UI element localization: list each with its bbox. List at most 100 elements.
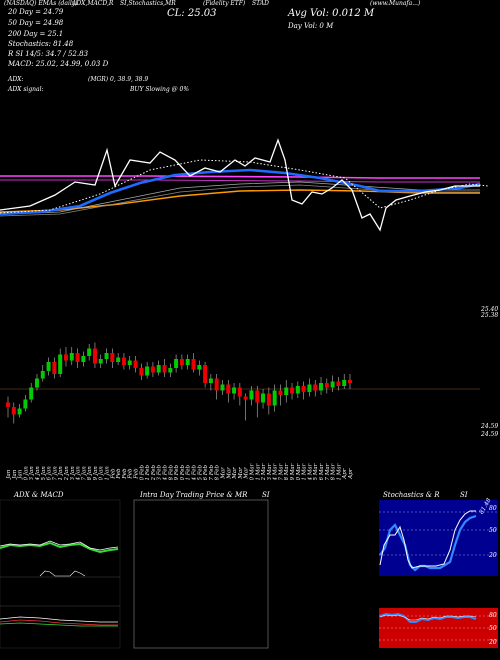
candle-bull bbox=[168, 368, 173, 373]
x-tick-label: 12 Mar bbox=[261, 463, 267, 480]
price-label-bottom-2: 24.59 bbox=[481, 431, 499, 438]
candle-bear bbox=[278, 390, 283, 395]
rsi-value: R SI 14/5: 34.7 / 52.83 bbox=[8, 50, 89, 58]
candle-bull bbox=[98, 359, 103, 364]
candle-bear bbox=[301, 386, 306, 392]
candle-bear bbox=[179, 359, 184, 365]
candle-bull bbox=[307, 384, 312, 392]
candle-bull bbox=[330, 381, 335, 388]
x-tick-label: 14 Feb bbox=[163, 464, 169, 480]
ema-blue-line bbox=[0, 168, 481, 216]
adx-green-line bbox=[0, 541, 119, 554]
macd-green-line bbox=[0, 622, 118, 627]
x-tick-label: 19 Mar bbox=[290, 463, 296, 480]
candle-bear bbox=[162, 365, 167, 373]
x-tick-label: 28 Feb bbox=[215, 464, 221, 480]
x-tick-label: 13 Jan bbox=[29, 466, 35, 480]
candle-bear bbox=[139, 368, 144, 376]
candle-bull bbox=[127, 360, 132, 365]
candle-bull bbox=[342, 380, 347, 386]
x-tick-label: 24 Mar bbox=[307, 463, 313, 480]
candlesticks bbox=[0, 342, 480, 424]
x-tick-label: 26 Feb bbox=[203, 464, 209, 480]
candle-bear bbox=[11, 407, 16, 415]
x-tick-label: 29 Jan bbox=[93, 466, 99, 480]
candle-bull bbox=[185, 359, 190, 365]
ema20-label: 20 Day = 24.79 bbox=[8, 8, 64, 16]
candle-bull bbox=[319, 383, 324, 391]
price-label-top-1: 25.40 bbox=[481, 306, 499, 313]
candle-bull bbox=[295, 386, 300, 394]
x-axis-labels: 7 Jan 8 Jan 9 Jan 10 Jan 13 Jan 14 Jan 15 Jan 1… bbox=[6, 463, 354, 480]
macd-white-line bbox=[0, 616, 118, 623]
x-tick-label: 22 Jan bbox=[64, 466, 70, 480]
rsi-tick-20: 20 bbox=[489, 639, 497, 646]
candle-bear bbox=[313, 384, 318, 391]
stoch-title-suffix: SI bbox=[460, 491, 468, 499]
x-tick-label: 17 Jan bbox=[52, 466, 58, 480]
header-indicators-1: ADX,MACD,R bbox=[72, 0, 114, 7]
price-label-top-2: 25.38 bbox=[481, 312, 499, 319]
x-tick-label: 7 Mar bbox=[244, 467, 250, 480]
x-tick-label: 10 Mar bbox=[249, 463, 255, 480]
candle-bear bbox=[255, 390, 260, 403]
rsi-tick-80: 80 bbox=[489, 612, 497, 619]
candle-bull bbox=[208, 378, 213, 383]
candle-bear bbox=[336, 381, 341, 386]
ema-white-line bbox=[0, 138, 480, 232]
candle-bull bbox=[23, 399, 28, 409]
x-tick-label: 25 Mar bbox=[313, 463, 319, 480]
price-chart: 7 Jan 8 Jan 9 Jan 10 Jan 13 Jan 14 Jan 15 Jan 1… bbox=[0, 138, 489, 480]
candle-bull bbox=[116, 357, 121, 362]
header-fund-type: (Fidelity ETF) bbox=[203, 0, 246, 7]
x-tick-label: 14 Jan bbox=[35, 466, 41, 480]
ema50-label: 50 Day = 24.98 bbox=[8, 19, 64, 27]
adx-label: ADX: bbox=[8, 76, 24, 83]
ema-dotted-line bbox=[0, 159, 489, 214]
x-tick-label: 31 Jan bbox=[105, 466, 111, 480]
candle-bull bbox=[40, 371, 45, 379]
candle-bear bbox=[290, 387, 295, 394]
stoch-tick-50: 50 bbox=[489, 527, 497, 534]
header-ticker: STAD bbox=[252, 0, 269, 7]
candle-bull bbox=[58, 354, 63, 374]
stoch-tick-20: 20 bbox=[489, 552, 497, 559]
candle-bull bbox=[29, 387, 34, 400]
candle-bear bbox=[52, 362, 57, 374]
candle-bull bbox=[197, 365, 202, 370]
candle-bear bbox=[150, 366, 155, 373]
candle-bull bbox=[249, 390, 254, 400]
x-tick-label: 21 Feb bbox=[186, 464, 192, 480]
x-tick-label: 3 Mar bbox=[220, 467, 226, 480]
x-tick-label: 27 Feb bbox=[209, 464, 215, 480]
x-tick-label: 13 Feb bbox=[157, 464, 163, 480]
candle-bear bbox=[92, 348, 97, 364]
candle-bear bbox=[226, 384, 231, 394]
x-tick-label: 18 Mar bbox=[284, 463, 290, 480]
x-tick-label: 13 Mar bbox=[267, 463, 273, 480]
x-tick-label: 17 Mar bbox=[278, 463, 284, 480]
x-tick-label: 5 Mar bbox=[232, 467, 238, 480]
x-tick-label: 6 Mar bbox=[238, 467, 244, 480]
x-tick-label: 3 Feb bbox=[110, 468, 116, 480]
header-source: (NASDAQ) EMAs (daily) bbox=[4, 0, 78, 7]
intraday-panel-frame bbox=[133, 499, 269, 649]
candle-bull bbox=[174, 359, 179, 368]
x-tick-label: 6 Feb bbox=[128, 468, 134, 480]
rsi-blue-line bbox=[379, 612, 477, 623]
x-tick-label: 31 Mar bbox=[336, 463, 342, 480]
x-tick-label: 4 Feb bbox=[116, 468, 122, 480]
x-tick-label: 24 Jan bbox=[76, 466, 82, 480]
stochastics-value: Stochastics: 81.48 bbox=[8, 40, 74, 48]
candle-bear bbox=[243, 396, 248, 400]
x-tick-label: 2 Apr bbox=[348, 468, 354, 480]
candle-bull bbox=[104, 353, 109, 359]
buy-signal: BUY Slowing @ 0% bbox=[130, 86, 190, 93]
ema-magenta-line bbox=[0, 175, 480, 179]
adx-white-line bbox=[0, 540, 119, 551]
x-tick-label: 27 Jan bbox=[81, 466, 87, 480]
candle-bull bbox=[81, 356, 86, 362]
candle-bear bbox=[63, 354, 68, 361]
x-tick-label: 21 Mar bbox=[302, 463, 308, 480]
adx-values: (MGR) 0, 38.9, 38.9 bbox=[88, 76, 149, 83]
